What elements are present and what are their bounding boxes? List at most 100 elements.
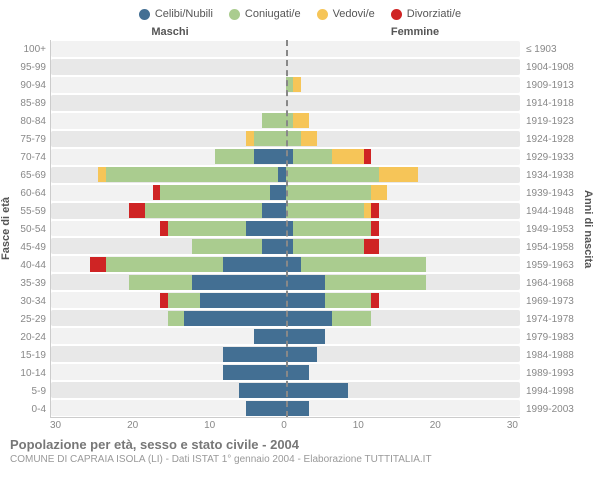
plot-area [50,40,520,418]
female-half [286,76,521,94]
legend-swatch [391,9,402,20]
bar-segment-divorziati [160,221,168,236]
male-half [51,291,286,309]
bar-segment-divorziati [364,239,380,254]
bar-segment-celibi [254,329,285,344]
legend-swatch [317,9,328,20]
age-label: 25-29 [16,310,50,328]
bar-segment-divorziati [364,149,372,164]
bar-segment-celibi [286,383,349,398]
bar-segment-celibi [262,239,285,254]
age-label: 60-64 [16,184,50,202]
bar-segment-celibi [246,401,285,416]
bar-segment-coniugati [293,239,363,254]
legend-label: Divorziati/e [407,8,461,20]
bar-segment-divorziati [160,293,168,308]
caption-sub: COMUNE DI CAPRAIA ISOLA (LI) - Dati ISTA… [10,452,590,465]
legend-item: Coniugati/e [229,8,301,20]
female-half [286,273,521,291]
birth-year-label: 1929-1933 [520,148,578,166]
bar-segment-celibi [262,203,285,218]
age-label: 65-69 [16,166,50,184]
male-half [51,76,286,94]
birth-year-label: 1974-1978 [520,310,578,328]
male-half [51,202,286,220]
gender-headers: Maschi Femmine [0,24,600,40]
birth-year-label: 1924-1928 [520,130,578,148]
male-half [51,130,286,148]
age-label: 90-94 [16,76,50,94]
bar-segment-vedovi [293,113,309,128]
bar-segment-coniugati [293,221,371,236]
bar-segment-celibi [286,329,325,344]
bar-segment-coniugati [168,311,184,326]
y-right-axis-title: Anni di nascita [578,40,594,418]
age-label: 95-99 [16,58,50,76]
x-tick: 10 [204,420,215,431]
legend: Celibi/NubiliConiugati/eVedovi/eDivorzia… [0,0,600,24]
bar-segment-celibi [192,275,286,290]
y-left-labels: 100+95-9990-9485-8980-8475-7970-7465-696… [16,40,50,418]
bar-segment-coniugati [160,185,269,200]
bar-segment-celibi [286,347,317,362]
bar-segment-celibi [223,257,286,272]
bar-segment-coniugati [286,203,364,218]
bar-segment-divorziati [371,203,379,218]
bar-segment-vedovi [379,167,418,182]
male-half [51,166,286,184]
male-half [51,148,286,166]
male-half [51,255,286,273]
female-half [286,220,521,238]
female-half [286,291,521,309]
bar-segment-vedovi [371,185,387,200]
male-half [51,399,286,417]
male-half [51,184,286,202]
birth-year-label: 1999-2003 [520,400,578,418]
bar-segment-coniugati [254,131,285,146]
female-half [286,166,521,184]
bar-segment-coniugati [262,113,285,128]
female-half [286,255,521,273]
male-half [51,112,286,130]
age-label: 45-49 [16,238,50,256]
age-label: 55-59 [16,202,50,220]
legend-swatch [229,9,240,20]
age-label: 75-79 [16,130,50,148]
age-label: 30-34 [16,292,50,310]
bar-segment-coniugati [325,293,372,308]
bar-segment-coniugati [129,275,192,290]
male-half [51,363,286,381]
legend-label: Coniugati/e [245,8,301,20]
age-label: 0-4 [16,400,50,418]
birth-year-label: 1944-1948 [520,202,578,220]
age-label: 80-84 [16,112,50,130]
bar-segment-vedovi [364,203,372,218]
birth-year-label: 1919-1923 [520,112,578,130]
birth-year-label: 1949-1953 [520,220,578,238]
bar-segment-vedovi [293,77,301,92]
male-half [51,58,286,76]
female-half [286,40,521,58]
age-label: 40-44 [16,256,50,274]
age-label: 35-39 [16,274,50,292]
bar-segment-celibi [200,293,286,308]
bar-segment-coniugati [286,185,372,200]
birth-year-label: 1964-1968 [520,274,578,292]
bar-segment-coniugati [301,257,426,272]
female-half [286,399,521,417]
female-half [286,112,521,130]
bar-segment-celibi [184,311,286,326]
bar-segment-coniugati [286,131,302,146]
birth-year-label: 1914-1918 [520,94,578,112]
bar-segment-celibi [286,275,325,290]
age-label: 5-9 [16,382,50,400]
male-half [51,309,286,327]
bar-segment-coniugati [168,221,246,236]
female-half [286,237,521,255]
female-half [286,309,521,327]
legend-swatch [139,9,150,20]
bar-segment-celibi [286,401,309,416]
legend-label: Vedovi/e [333,8,375,20]
x-tick: 20 [430,420,441,431]
female-half [286,202,521,220]
